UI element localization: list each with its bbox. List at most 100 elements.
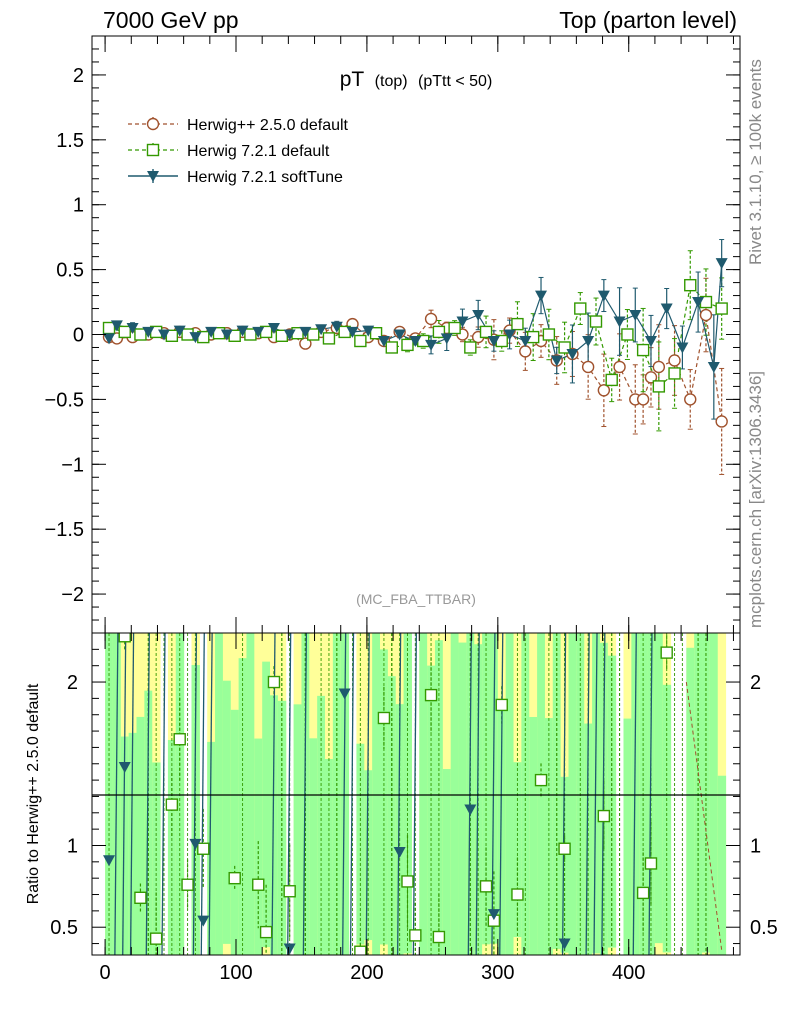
ratio-band-inner [128,732,138,955]
marker-square [322,332,336,345]
legend-entry-herwig721-default: Herwig 7.2.1 default [128,143,330,160]
chart-title: pT (top) (pTtt < 50) [340,68,493,91]
marker-triangle [267,323,280,335]
marker-circle [684,393,697,406]
ratio-softtune-line [561,633,567,955]
ratio-softtune-line [585,633,590,955]
rivet-label: Rivet 3.1.10, ≥ 100k events [746,59,765,265]
marker-triangle [535,290,548,302]
y-tick-label: 0.5 [56,260,84,282]
y-tick-label: 2 [73,65,84,87]
ratio-marker-square [511,888,524,901]
ratio-softtune-line [342,633,347,955]
marker-square [668,367,681,380]
ratio-softtune-line [632,633,637,955]
marker-triangle [173,325,186,337]
ratio-band-inner [372,633,381,955]
ratio-band-inner [277,700,287,955]
marker-triangle [126,323,139,335]
marker-square [511,317,524,331]
ratio-band-inner [654,633,664,944]
ratio-herwigpp-line [685,681,723,951]
ratio-marker-triangle [393,847,406,859]
ratio-band-inner [419,633,428,955]
marker-triangle [409,335,422,347]
ratio-band-inner [167,740,177,955]
ratio-marker-triangle [558,938,571,950]
ratio-y-axis-label: Ratio to Herwig++ 2.5.0 default [25,683,42,904]
ratio-y-tick-label: 2 [67,672,78,694]
legend-label: Herwig 7.2.1 softTune [187,169,343,186]
marker-circle [715,415,728,428]
ratio-band-inner [120,736,130,955]
ratio-band-inner [215,633,224,955]
x-tick-label: 0 [100,962,111,984]
marker-triangle [613,316,626,328]
marker-square [432,325,446,339]
ratio-band-inner [631,633,640,955]
y-tick-label: 1 [73,195,84,217]
ratio-marker-triangle [338,688,351,700]
marker-square [354,334,367,348]
ratio-softtune-line [467,633,472,955]
ratio-band-inner [293,704,302,955]
ratio-band-inner [686,647,695,955]
ratio-band-inner [136,716,145,955]
ratio-softtune-line [129,633,135,955]
ratio-softtune-line [122,633,127,955]
y-tick-label: −2 [61,584,84,606]
marker-triangle [189,332,202,344]
ratio-softtune-line [287,633,292,955]
marker-square [589,315,603,328]
marker-circle [636,393,650,406]
marker-square [621,328,634,341]
ratio-band-inner [246,633,255,955]
ratio-y-tick-label: 0.5 [50,917,78,939]
legend-marker-square [146,143,160,157]
marker-triangle [629,310,642,322]
ratio-marker-triangle [283,943,296,955]
y-tick-label: 0 [73,325,84,347]
ratio-band-inner [207,741,216,955]
marker-square [574,302,587,315]
legend-entry-herwig721-softtune: Herwig 7.2.1 softTune [128,169,343,186]
marker-triangle [315,324,328,336]
ratio-plot-frame [91,632,741,956]
mcplots-label: mcplots.cern.ch [arXiv:1306.3436] [746,371,765,628]
marker-triangle [692,297,705,309]
legend-entry-herwigpp: Herwig++ 2.5.0 default [128,117,349,134]
ratio-marker-square [173,733,186,746]
ratio-softtune-line [593,633,598,955]
ratio-marker-triangle [197,915,210,927]
marker-triangle [103,333,116,345]
ratio-band-inner [144,690,153,955]
ratio-marker-square [377,711,391,725]
ratio-band-inner [592,633,601,954]
ratio-marker-square [424,688,438,702]
ratio-band-inner [568,633,577,955]
marker-triangle [707,361,720,373]
ratio-marker-square [644,857,658,870]
marker-triangle [519,335,532,347]
ratio-softtune-line [491,633,496,955]
ratio-band-inner [702,633,711,953]
marker-square [307,328,320,341]
ratio-band-inner [458,642,467,955]
analysis-label: (MC_FBA_TTBAR) [356,591,476,607]
ratio-marker-square [259,925,273,939]
ratio-marker-triangle [189,838,202,850]
ratio-marker-square [558,842,571,855]
ratio-marker-square [409,929,422,942]
ratio-band-inner [623,718,632,955]
marker-triangle [550,355,563,367]
marker-circle [613,360,626,374]
ratio-band-inner [544,718,554,955]
ratio-marker-square [479,880,493,893]
marker-triangle [503,329,516,341]
ratio-softtune-line [200,633,205,955]
ratio-softtune-line [192,633,198,955]
ratio-marker-square [252,878,265,891]
legend-label: Herwig++ 2.5.0 default [187,117,349,134]
ratio-band-inner [442,769,452,955]
marker-square [244,328,257,341]
